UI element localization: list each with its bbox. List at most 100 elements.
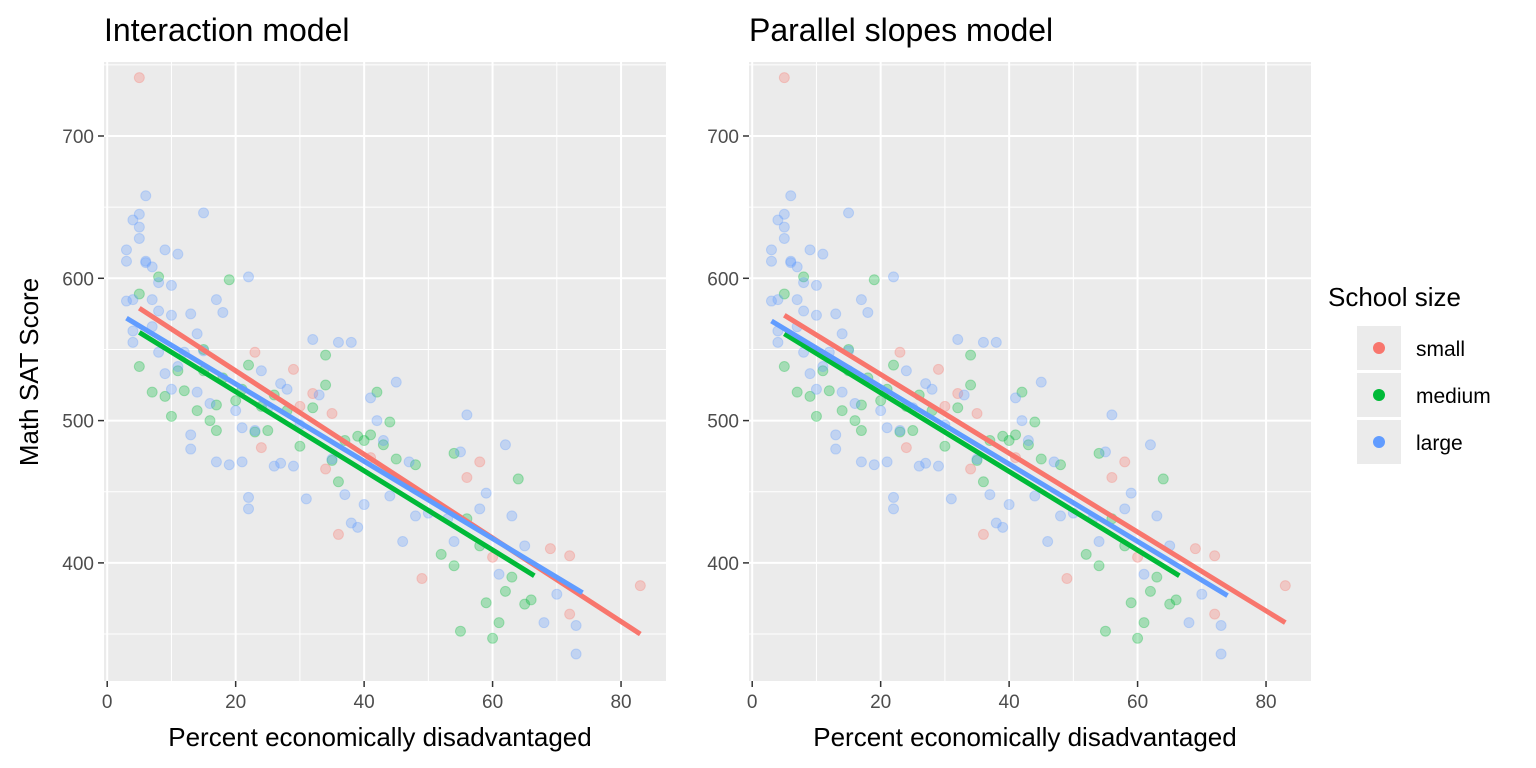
- data-point-large: [920, 457, 932, 469]
- data-point-large: [772, 336, 784, 348]
- data-point-medium: [525, 594, 537, 606]
- data-point-large: [185, 429, 197, 441]
- data-point-large: [765, 295, 777, 307]
- data-point-large: [810, 383, 822, 395]
- data-point-large: [140, 255, 152, 267]
- data-point-medium: [320, 349, 332, 361]
- data-point-large: [977, 336, 989, 348]
- data-point-large: [772, 214, 784, 226]
- data-point-small: [965, 463, 977, 475]
- data-point-large: [159, 244, 171, 256]
- data-point-large: [313, 389, 325, 401]
- y-tick-label: 500: [707, 412, 739, 433]
- data-point-large: [165, 383, 177, 395]
- data-point-medium: [352, 430, 364, 442]
- data-point-medium: [817, 365, 829, 377]
- x-tick-label: 0: [102, 692, 113, 713]
- data-point-large: [140, 190, 152, 202]
- data-point-medium: [384, 416, 396, 428]
- data-point-medium: [262, 425, 274, 437]
- legend-swatch-large: [1373, 436, 1385, 448]
- data-point-large: [185, 443, 197, 455]
- data-point-large: [172, 248, 184, 260]
- data-point-large: [345, 517, 357, 529]
- data-point-medium: [888, 359, 900, 371]
- fit-line-large: [125, 315, 584, 595]
- data-point-medium: [230, 395, 242, 407]
- data-point-large: [210, 294, 222, 306]
- data-point-medium: [165, 410, 177, 422]
- data-point-large: [785, 255, 797, 267]
- data-point-large: [146, 261, 158, 273]
- data-point-medium: [519, 598, 531, 610]
- data-point-large: [519, 540, 531, 552]
- data-point-large: [836, 328, 848, 340]
- x-tick-label: 40: [354, 692, 375, 713]
- data-point-large: [778, 221, 790, 233]
- data-point-large: [159, 368, 171, 380]
- data-point-large: [1016, 415, 1028, 427]
- y-tick-label: 400: [707, 554, 739, 575]
- data-point-large: [210, 456, 222, 468]
- fit-line-medium: [138, 330, 536, 578]
- data-point-large: [326, 453, 338, 465]
- panel-parallel-slopes-model: 0 20 40 60 80 400 500 600 700 Parallel slopes mod…: [707, 12, 1311, 752]
- data-point-medium: [512, 473, 524, 485]
- data-point-medium: [243, 359, 255, 371]
- data-point-large: [952, 333, 964, 345]
- data-point-medium: [939, 440, 951, 452]
- data-point-medium: [133, 288, 145, 300]
- data-point-large: [127, 214, 139, 226]
- panel-interaction-model: 0 20 40 60 80 400 500 600 700 Interaction model Pe…: [62, 12, 666, 752]
- fit-line-large: [770, 318, 1229, 598]
- data-point-small: [416, 573, 428, 585]
- data-point-large: [990, 517, 1002, 529]
- data-point-large: [817, 361, 829, 373]
- data-point-large: [255, 365, 267, 377]
- data-point-large: [140, 257, 152, 269]
- data-point-medium: [435, 548, 447, 560]
- data-point-large: [217, 306, 229, 318]
- data-point-large: [1048, 456, 1060, 468]
- data-point-large: [390, 376, 402, 388]
- data-point-large: [804, 368, 816, 380]
- legend-label-medium: medium: [1416, 385, 1491, 408]
- panel-title: Interaction model: [104, 12, 349, 48]
- data-point-large: [1022, 435, 1034, 447]
- data-point-medium: [487, 632, 499, 644]
- data-point-medium: [1022, 439, 1034, 451]
- data-point-medium: [1003, 435, 1015, 447]
- data-point-medium: [365, 429, 377, 441]
- data-point-medium: [1010, 429, 1022, 441]
- data-point-medium: [493, 617, 505, 629]
- data-point-large: [403, 456, 415, 468]
- data-point-large: [165, 309, 177, 321]
- data-point-large: [133, 221, 145, 233]
- data-point-large: [1215, 620, 1227, 632]
- data-point-medium: [1170, 594, 1182, 606]
- data-point-large: [243, 491, 255, 503]
- data-point-small: [461, 472, 473, 484]
- data-point-large: [120, 255, 132, 267]
- data-point-medium: [146, 386, 158, 398]
- data-point-large: [236, 456, 248, 468]
- y-tick-label: 600: [707, 269, 739, 290]
- data-point-large: [798, 305, 810, 317]
- data-point-large: [997, 521, 1009, 533]
- data-point-medium: [326, 454, 338, 466]
- data-point-large: [191, 386, 203, 398]
- data-point-medium: [1080, 548, 1092, 560]
- data-point-small: [287, 363, 299, 375]
- data-point-medium: [977, 476, 989, 488]
- data-point-medium: [448, 560, 460, 572]
- data-point-large: [127, 336, 139, 348]
- x-tick-label: 80: [1255, 692, 1276, 713]
- data-point-large: [791, 261, 803, 273]
- data-point-large: [810, 309, 822, 321]
- data-point-small: [952, 388, 964, 400]
- data-point-large: [913, 460, 925, 472]
- data-point-small: [1119, 456, 1131, 468]
- data-point-medium: [390, 453, 402, 465]
- data-point-large: [377, 435, 389, 447]
- data-point-medium: [210, 399, 222, 411]
